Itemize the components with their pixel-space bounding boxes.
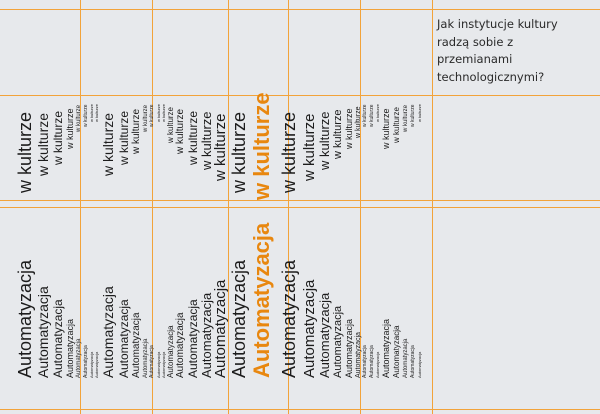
text-column: w kulturze Automatyzacja xyxy=(76,0,83,414)
automatyzacja-text: Automatyzacja xyxy=(149,345,155,378)
automatyzacja-text: Automatyzacja xyxy=(166,325,175,378)
w-kulturze-text: w kulturze xyxy=(410,104,416,127)
question-text: Jak instytucje kultury radzą sobie z prz… xyxy=(437,17,558,84)
w-kulturze-text: w kulturze xyxy=(212,113,229,181)
w-kulturze-text: w kulturze xyxy=(249,92,274,200)
w-kulturze-text: w kulturze xyxy=(175,108,186,154)
automatyzacja-text: Automatyzacja xyxy=(100,286,116,378)
text-column: w kulturze Automatyzacja xyxy=(35,0,52,414)
w-kulturze-text: w kulturze xyxy=(381,108,391,149)
w-kulturze-text: w kulturze xyxy=(317,111,332,171)
automatyzacja-text: Automatyzacja xyxy=(35,286,51,378)
automatyzacja-text: Automatyzacja xyxy=(392,325,401,378)
automatyzacja-text: Automatyzacja xyxy=(410,345,416,378)
w-kulturze-text: w kulturze xyxy=(229,111,249,193)
automatyzacja-text: Automatyzacja xyxy=(301,279,318,378)
automatyzacja-text: Automatyzacja xyxy=(131,312,142,378)
grid-line-horizontal xyxy=(0,200,600,201)
text-column: w kulturze Automatyzacja xyxy=(279,0,300,414)
automatyzacja-text: Automatyzacja xyxy=(375,351,380,378)
automatyzacja-text: Automatyzacja xyxy=(344,318,354,378)
text-column: w kulturze Automatyzacja xyxy=(131,0,143,414)
w-kulturze-text: w kulturze xyxy=(166,107,175,144)
text-column: w kulturze Automatyzacja xyxy=(65,0,76,414)
automatyzacja-text: Automatyzacja xyxy=(229,259,249,378)
text-column: w kulturze Automatyzacja xyxy=(317,0,332,414)
text-column: w kulturze Automatyzacja xyxy=(392,0,402,414)
w-kulturze-text: w kulturze xyxy=(375,103,380,122)
text-column: w kulturze Automatyzacja xyxy=(355,0,362,414)
automatyzacja-text: Automatyzacja xyxy=(117,299,131,378)
w-kulturze-text: w kulturze xyxy=(131,108,142,154)
automatyzacja-text: Automatyzacja xyxy=(279,259,299,378)
text-column: w kulturze Automatyzacja xyxy=(301,0,318,414)
automatyzacja-text: Automatyzacja xyxy=(65,318,75,378)
w-kulturze-text: w kulturze xyxy=(149,104,155,127)
text-column: w kulturze Automatyzacja xyxy=(229,0,250,414)
automatyzacja-text: Automatyzacja xyxy=(186,299,200,378)
w-kulturze-text: w kulturze xyxy=(403,105,409,133)
automatyzacja-text: Automatyzacja xyxy=(175,312,186,378)
automatyzacja-text: Automatyzacja xyxy=(362,345,368,378)
w-kulturze-text: w kulturze xyxy=(65,108,75,149)
automatyzacja-text: Automatyzacja xyxy=(94,351,99,378)
w-kulturze-text: w kulturze xyxy=(117,110,131,165)
w-kulturze-text: w kulturze xyxy=(94,103,99,122)
accent-column: w kulturze Automatyzacja xyxy=(249,0,277,414)
text-column: w kulturze Automatyzacja xyxy=(417,0,422,414)
w-kulturze-text: w kulturze xyxy=(344,108,354,149)
automatyzacja-text: Automatyzacja xyxy=(332,305,344,378)
w-kulturze-text: w kulturze xyxy=(100,112,116,176)
w-kulturze-text: w kulturze xyxy=(301,113,318,181)
w-kulturze-text: w kulturze xyxy=(332,109,344,160)
w-kulturze-text: w kulturze xyxy=(51,110,65,165)
automatyzacja-text: Automatyzacja xyxy=(355,332,362,378)
w-kulturze-text: w kulturze xyxy=(186,110,200,165)
text-column: w kulturze Automatyzacja xyxy=(100,0,118,414)
w-kulturze-text: w kulturze xyxy=(35,112,51,176)
automatyzacja-text: Automatyzacja xyxy=(381,318,391,378)
grid-line-horizontal xyxy=(0,95,600,96)
w-kulturze-text: w kulturze xyxy=(355,106,362,138)
w-kulturze-text: w kulturze xyxy=(15,111,35,193)
text-column: w kulturze Automatyzacja xyxy=(15,0,36,414)
w-kulturze-text: w kulturze xyxy=(392,107,401,144)
automatyzacja-text: Automatyzacja xyxy=(212,279,229,378)
grid-line-horizontal xyxy=(0,9,600,10)
text-column: w kulturze Automatyzacja xyxy=(403,0,410,414)
text-column: w kulturze Automatyzacja xyxy=(381,0,392,414)
grid-line-horizontal xyxy=(0,409,600,410)
text-column: w kulturze Automatyzacja xyxy=(332,0,344,414)
automatyzacja-text: Automatyzacja xyxy=(249,222,274,378)
w-kulturze-text: w kulturze xyxy=(362,104,368,127)
text-column: w kulturze Automatyzacja xyxy=(212,0,230,414)
automatyzacja-text: Automatyzacja xyxy=(76,338,82,378)
w-kulturze-text: w kulturze xyxy=(417,103,422,122)
w-kulturze-text: w kulturze xyxy=(279,111,299,193)
grid-line-horizontal xyxy=(0,207,600,208)
automatyzacja-text: Automatyzacja xyxy=(51,299,65,378)
automatyzacja-text: Automatyzacja xyxy=(403,338,409,378)
text-column: w kulturze Automatyzacja xyxy=(117,0,132,414)
automatyzacja-text: Automatyzacja xyxy=(15,259,35,378)
automatyzacja-text: Automatyzacja xyxy=(417,351,422,378)
w-kulturze-text: w kulturze xyxy=(76,105,82,133)
automatyzacja-text: Automatyzacja xyxy=(317,292,332,378)
text-column: w kulturze Automatyzacja xyxy=(51,0,66,414)
text-column: w kulturze Automatyzacja xyxy=(344,0,354,414)
